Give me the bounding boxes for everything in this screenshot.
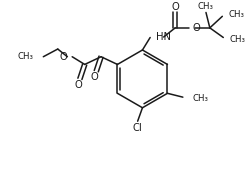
Text: O: O xyxy=(91,72,98,82)
Text: HN: HN xyxy=(156,32,171,42)
Text: CH₃: CH₃ xyxy=(228,10,244,19)
Text: O: O xyxy=(60,52,67,62)
Text: Cl: Cl xyxy=(133,123,142,133)
Text: CH₃: CH₃ xyxy=(18,52,34,61)
Text: O: O xyxy=(171,2,179,12)
Text: O: O xyxy=(74,80,82,90)
Text: CH₃: CH₃ xyxy=(192,94,208,103)
Text: CH₃: CH₃ xyxy=(229,35,245,44)
Text: CH₃: CH₃ xyxy=(198,2,214,11)
Text: O: O xyxy=(192,23,200,33)
